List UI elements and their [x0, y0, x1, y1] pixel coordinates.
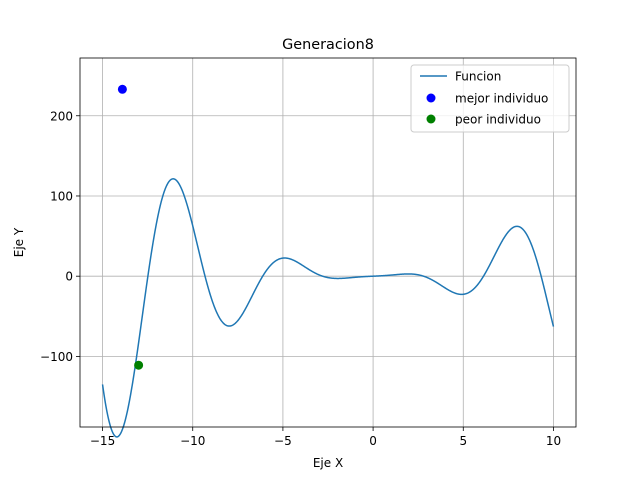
legend-label-funcion: Funcion	[455, 70, 501, 84]
best-individual-point	[117, 84, 127, 94]
y-axis: −100 0 100 200	[40, 109, 80, 364]
plot-area	[101, 84, 555, 438]
y-axis-label: Eje Y	[12, 227, 26, 257]
legend: Funcion mejor individuo peor individuo	[410, 64, 570, 133]
x-tick-label: 5	[459, 434, 467, 448]
worst-individual-point	[134, 360, 144, 370]
x-tick-label: 0	[369, 434, 377, 448]
x-tick-label: −15	[90, 434, 115, 448]
x-tick-label: −5	[274, 434, 292, 448]
x-tick-label: 10	[546, 434, 561, 448]
legend-label-worst: peor individuo	[455, 113, 541, 127]
y-tick-label: 100	[50, 189, 73, 203]
legend-box	[410, 64, 570, 133]
x-axis: −15 −10 −5 0 5 10	[90, 427, 561, 448]
series-line-funcion	[101, 178, 555, 438]
legend-label-best: mejor individuo	[455, 92, 548, 106]
legend-marker-worst	[426, 114, 436, 124]
legend-marker-best	[426, 93, 436, 103]
y-tick-label: −100	[40, 350, 73, 364]
axes-frame	[79, 57, 577, 428]
y-tick-label: 200	[50, 109, 73, 123]
chart-title: Generacion8	[282, 37, 374, 53]
x-axis-label: Eje X	[313, 456, 343, 470]
x-tick-label: −10	[180, 434, 205, 448]
y-tick-label: 0	[65, 270, 73, 284]
